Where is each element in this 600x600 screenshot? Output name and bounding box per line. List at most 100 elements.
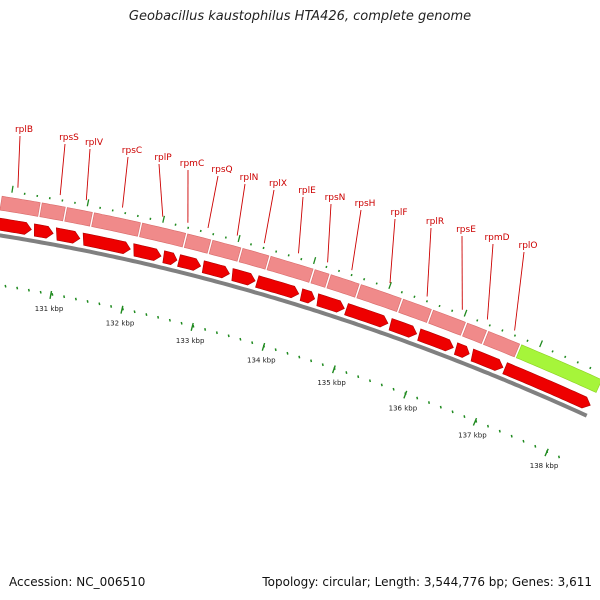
gene-label[interactable]: rplF xyxy=(390,208,407,218)
tick-mark xyxy=(286,351,289,355)
gene-label[interactable]: rpmC xyxy=(180,159,204,169)
tick-mark xyxy=(310,359,313,363)
tick-mark xyxy=(174,223,177,226)
gene-label[interactable]: rplX xyxy=(269,179,287,189)
gene-arrow[interactable] xyxy=(316,293,345,313)
tick-mark xyxy=(345,371,348,374)
backbone-track xyxy=(0,233,588,418)
gene-label[interactable]: rpsH xyxy=(355,199,376,209)
gene-label[interactable]: rplN xyxy=(240,173,259,183)
tick-mark xyxy=(557,455,561,459)
gene-arrow[interactable] xyxy=(344,303,389,328)
gene-arrow[interactable] xyxy=(453,342,470,358)
gene-arrow[interactable] xyxy=(201,260,230,279)
upper-feature-segment[interactable] xyxy=(462,322,487,344)
tick-mark xyxy=(388,281,392,290)
tick-mark xyxy=(416,396,419,400)
gene-arrow[interactable] xyxy=(133,243,162,261)
gene-arrow[interactable] xyxy=(388,318,418,338)
gene-arrow[interactable] xyxy=(33,223,54,239)
tick-mark xyxy=(576,361,579,364)
upper-feature-segment[interactable] xyxy=(238,248,270,270)
tick-mark xyxy=(98,302,101,306)
upper-feature-segment[interactable] xyxy=(64,207,93,227)
tick-mark xyxy=(498,429,501,433)
gene-label[interactable]: rplR xyxy=(426,217,444,227)
tick-mark xyxy=(51,293,54,296)
gene-label[interactable]: rplP xyxy=(154,153,172,163)
scale-label: 138 kbp xyxy=(530,462,559,470)
tick-mark xyxy=(439,405,442,409)
upper-feature-segment[interactable] xyxy=(39,202,66,222)
tick-mark xyxy=(522,439,525,443)
tick-mark xyxy=(368,379,372,383)
tick-mark xyxy=(212,233,215,236)
leader-line xyxy=(236,183,246,236)
major-tick xyxy=(49,290,53,300)
upper-feature-segment[interactable] xyxy=(139,222,187,248)
upper-feature-segment[interactable] xyxy=(398,298,432,323)
tick-mark xyxy=(488,324,491,327)
gene-label[interactable]: rplE xyxy=(298,186,316,196)
tick-mark xyxy=(380,383,383,387)
gene-arrow[interactable] xyxy=(55,227,81,244)
tick-mark xyxy=(237,234,241,243)
gene-label[interactable]: rpsC xyxy=(122,146,142,156)
upper-feature-segment[interactable] xyxy=(91,212,141,237)
leader-line xyxy=(207,175,219,228)
tick-mark xyxy=(337,269,341,273)
gene-arrow[interactable] xyxy=(255,275,300,299)
gene-label[interactable]: rplB xyxy=(15,125,33,135)
tick-mark xyxy=(539,340,544,348)
gene-arrow[interactable] xyxy=(231,268,256,286)
tick-mark xyxy=(4,284,7,288)
tick-mark xyxy=(451,410,454,414)
major-tick xyxy=(403,390,408,399)
upper-feature-segment[interactable] xyxy=(183,233,212,254)
gene-arrow[interactable] xyxy=(162,250,178,266)
gene-label[interactable]: rplO xyxy=(519,241,538,251)
tick-mark xyxy=(136,214,139,218)
gene-arrow[interactable] xyxy=(417,328,454,352)
tick-mark xyxy=(180,321,183,325)
tick-mark xyxy=(534,444,537,448)
upper-feature-segment[interactable] xyxy=(483,331,521,358)
gene-label[interactable]: rpmD xyxy=(484,233,509,243)
gene-label[interactable]: rpsQ xyxy=(211,165,232,175)
upper-feature-segment[interactable] xyxy=(0,195,41,217)
major-tick xyxy=(120,305,124,314)
tick-mark xyxy=(425,300,429,303)
upper-tick-row xyxy=(11,185,592,370)
gene-label[interactable]: rplV xyxy=(85,138,104,148)
upper-feature-segment[interactable] xyxy=(356,284,402,312)
gene-arrow[interactable] xyxy=(470,348,504,371)
tick-mark xyxy=(215,331,218,335)
upper-feature-segment[interactable] xyxy=(310,269,330,288)
leader-line xyxy=(389,218,396,284)
gene-label[interactable]: rpsN xyxy=(325,193,346,203)
backbone-line xyxy=(0,233,588,418)
tick-mark xyxy=(168,318,171,322)
tick-mark xyxy=(39,290,42,294)
gene-label[interactable]: rpsS xyxy=(59,133,79,143)
tick-mark xyxy=(239,337,242,341)
tick-mark xyxy=(476,319,479,322)
leader-line xyxy=(59,143,66,196)
tick-mark xyxy=(110,305,113,308)
gene-arrow[interactable] xyxy=(177,254,202,271)
tick-mark xyxy=(124,212,127,215)
highlighted-feature[interactable] xyxy=(515,344,600,393)
gene-label[interactable]: rpsE xyxy=(456,225,476,235)
upper-feature-segment[interactable] xyxy=(266,255,314,283)
gene-arrow[interactable] xyxy=(299,288,316,304)
gene-arrow[interactable] xyxy=(502,362,591,409)
upper-feature-segment[interactable] xyxy=(208,239,242,262)
tick-mark xyxy=(74,297,77,301)
gene-arrow[interactable] xyxy=(0,217,32,235)
upper-feature-segment[interactable] xyxy=(326,274,360,298)
gene-arrow[interactable] xyxy=(82,232,131,255)
tick-mark xyxy=(162,215,166,223)
upper-feature-segment[interactable] xyxy=(428,309,466,336)
tick-mark xyxy=(363,278,366,281)
